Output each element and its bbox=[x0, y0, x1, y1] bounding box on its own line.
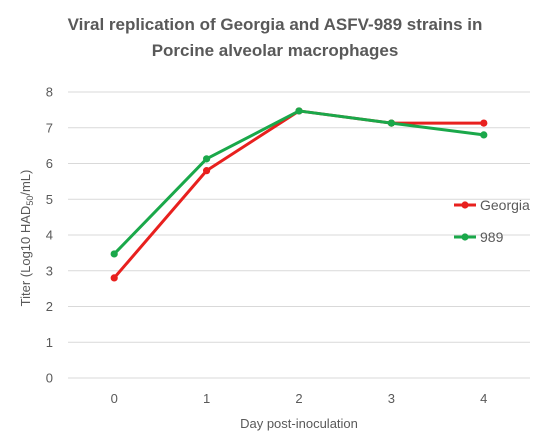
legend-label-georgia: Georgia bbox=[480, 197, 530, 213]
y-axis-label-prefix: Titer (Log10 HAD bbox=[18, 206, 33, 307]
x-tick-label: 0 bbox=[111, 391, 118, 406]
y-axis-label-subscript: 50 bbox=[25, 196, 35, 206]
y-tick-label: 5 bbox=[46, 192, 53, 207]
data-point-georgia bbox=[110, 274, 118, 282]
data-point-989 bbox=[295, 107, 303, 115]
data-point-georgia bbox=[203, 167, 211, 175]
data-point-989 bbox=[110, 250, 118, 258]
data-point-989 bbox=[480, 131, 488, 139]
y-axis-ticks: 0 1 2 3 4 5 6 7 8 bbox=[46, 85, 53, 386]
series-line-georgia bbox=[112, 109, 486, 280]
y-axis-label: Titer (Log10 HAD50/mL) bbox=[18, 170, 35, 307]
data-point-georgia bbox=[480, 119, 488, 127]
x-tick-label: 4 bbox=[480, 391, 487, 406]
y-tick-label: 8 bbox=[46, 85, 53, 100]
y-axis-label-suffix: /mL) bbox=[18, 170, 33, 196]
data-point-989 bbox=[203, 155, 211, 163]
series-line-989 bbox=[112, 109, 486, 256]
x-tick-label: 3 bbox=[388, 391, 395, 406]
data-point-989 bbox=[387, 119, 395, 127]
legend-marker-georgia bbox=[461, 201, 469, 209]
legend-label-989: 989 bbox=[480, 229, 504, 245]
x-axis-label: Day post-inoculation bbox=[240, 416, 358, 431]
y-tick-label: 2 bbox=[46, 299, 53, 314]
legend-marker-989 bbox=[461, 233, 469, 241]
chart-title-line-1: Viral replication of Georgia and ASFV-98… bbox=[68, 15, 483, 34]
y-tick-label: 7 bbox=[46, 120, 53, 135]
x-tick-label: 2 bbox=[295, 391, 302, 406]
y-tick-label: 4 bbox=[46, 228, 53, 243]
gridlines bbox=[68, 91, 530, 379]
x-axis-ticks: 0 1 2 3 4 bbox=[111, 391, 488, 406]
series-group bbox=[110, 107, 488, 282]
y-tick-label: 3 bbox=[46, 263, 53, 278]
y-tick-label: 0 bbox=[46, 371, 53, 386]
x-tick-label: 1 bbox=[203, 391, 210, 406]
y-tick-label: 6 bbox=[46, 156, 53, 171]
chart-title-line-2: Porcine alveolar macrophages bbox=[152, 41, 399, 60]
legend: Georgia 989 bbox=[454, 197, 530, 245]
y-tick-label: 1 bbox=[46, 335, 53, 350]
